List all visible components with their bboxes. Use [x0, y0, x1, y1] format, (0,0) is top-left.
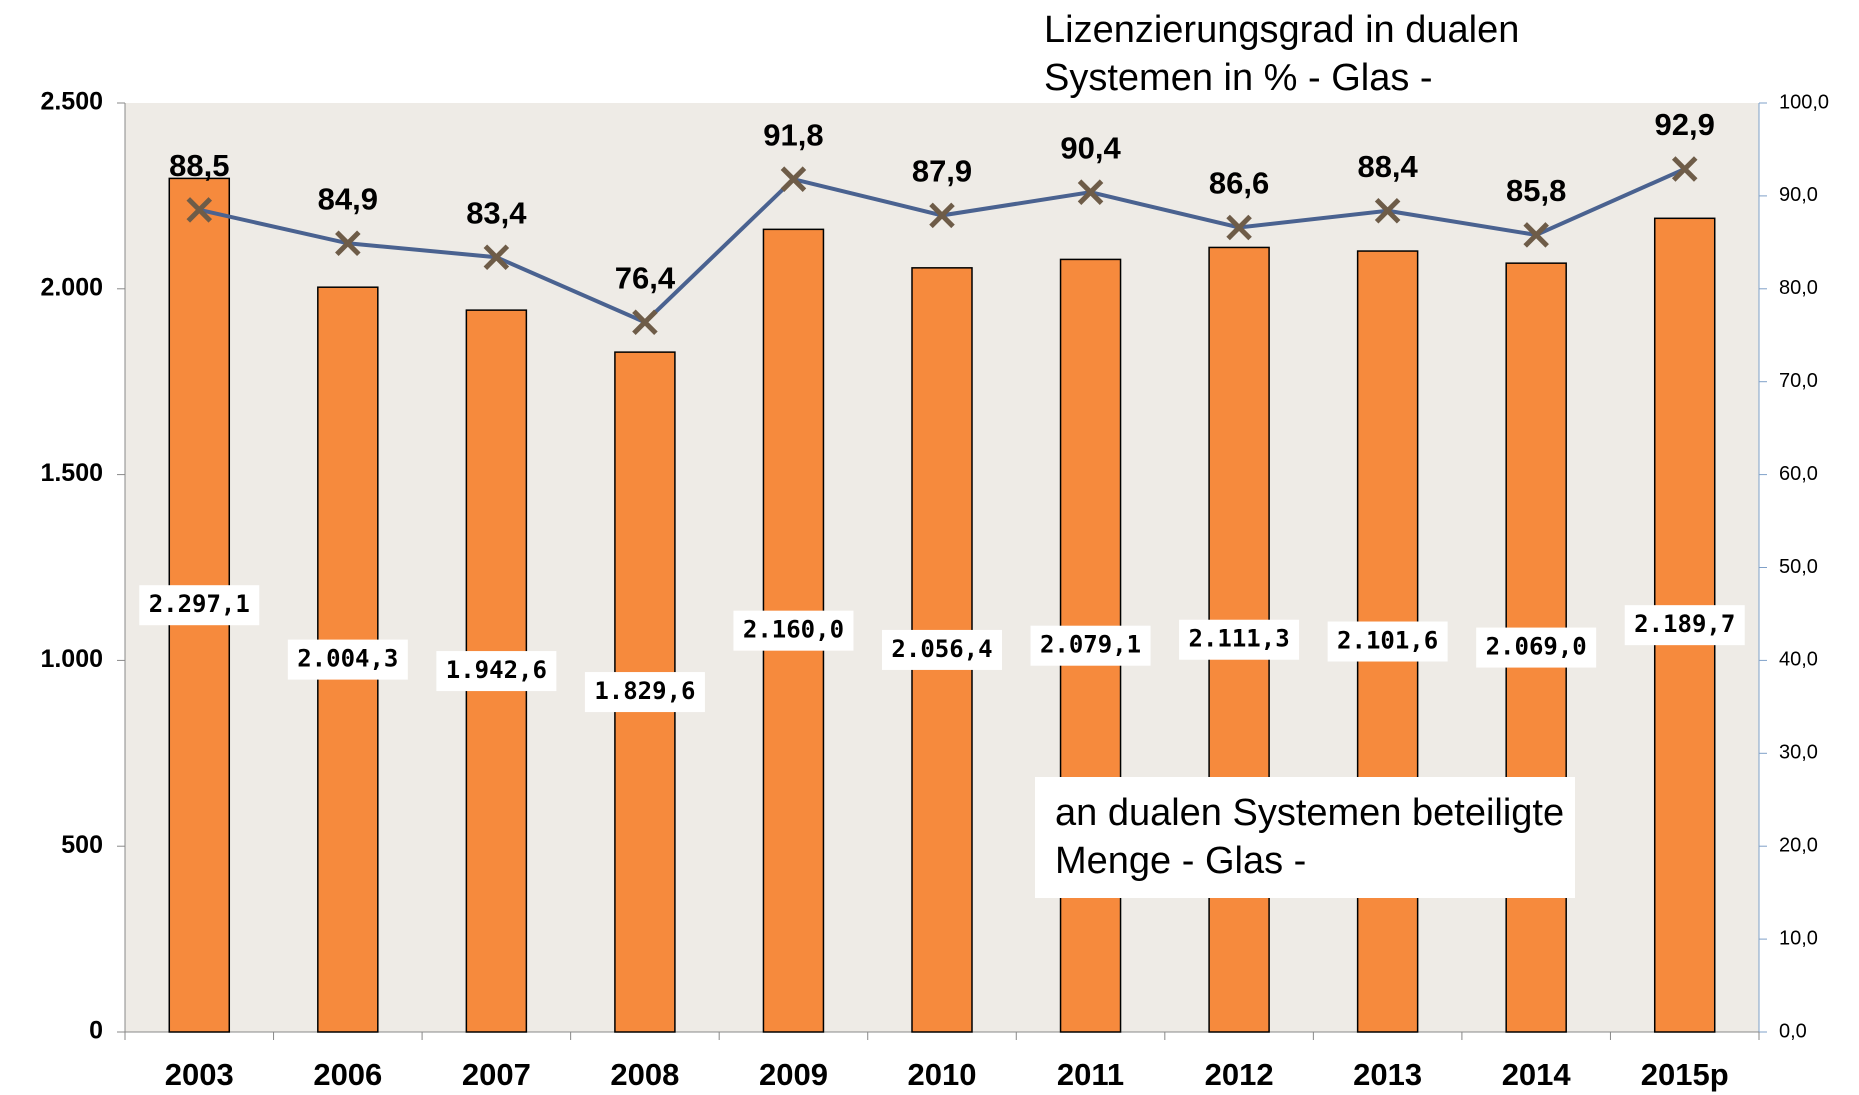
- bar-label-box: [139, 585, 260, 626]
- bar-label-box: [584, 672, 705, 713]
- bar-value-label: 2.111,3: [1189, 625, 1290, 653]
- x-tick-label: 2009: [759, 1057, 828, 1092]
- y2-tick-label: 90,0: [1779, 184, 1818, 206]
- bar-value-label: 2.069,0: [1486, 633, 1587, 661]
- y-tick-label: 500: [61, 831, 103, 859]
- y2-tick-label: 50,0: [1779, 556, 1818, 578]
- y-tick-label: 0: [89, 1017, 103, 1045]
- bar-label-box: [1476, 627, 1597, 668]
- y2-tick-label: 80,0: [1779, 277, 1818, 299]
- marker: [335, 230, 361, 257]
- x-tick-label: 2015p: [1641, 1057, 1729, 1092]
- marker: [186, 197, 213, 223]
- marker: [1077, 179, 1104, 205]
- y-tick-label: 2.000: [40, 273, 103, 301]
- line-value-label: 92,9: [1655, 107, 1715, 142]
- y2-tick-label: 60,0: [1779, 463, 1818, 485]
- marker: [632, 309, 658, 336]
- y2-tick-label: 30,0: [1779, 742, 1818, 764]
- marker: [1671, 156, 1698, 182]
- bar-label-box: [1327, 621, 1448, 662]
- bar-value-label: 2.079,1: [1040, 631, 1141, 659]
- y2-tick-label: 20,0: [1779, 834, 1818, 856]
- bar-label-box: [733, 610, 854, 651]
- bar-label-box: [436, 651, 557, 692]
- x-tick-label: 2011: [1057, 1057, 1124, 1092]
- bar-label-box: [1179, 619, 1300, 660]
- line-value-label: 85,8: [1506, 173, 1566, 208]
- bar-value-label: 2.189,7: [1634, 610, 1735, 638]
- bar-value-label: 1.829,6: [594, 677, 695, 705]
- x-tick-label: 2008: [610, 1057, 679, 1092]
- line-value-label: 91,8: [763, 117, 823, 152]
- bar-label-box: [882, 629, 1002, 670]
- bar-value-label: 2.160,0: [743, 616, 844, 644]
- x-tick-label: 2006: [313, 1057, 382, 1092]
- y2-tick-label: 10,0: [1779, 927, 1818, 949]
- y-tick-label: 1.500: [40, 459, 103, 487]
- marker: [780, 166, 807, 192]
- line-value-label: 76,4: [615, 260, 676, 295]
- marker: [1226, 214, 1252, 241]
- x-tick-label: 2007: [462, 1057, 531, 1092]
- bar-value-label: 2.101,6: [1337, 627, 1438, 655]
- x-tick-label: 2014: [1502, 1057, 1572, 1092]
- marker: [929, 202, 955, 229]
- legend-bar: an dualen Systemen beteiligte Menge - Gl…: [1035, 777, 1575, 898]
- y2-tick-label: 70,0: [1779, 370, 1818, 392]
- legend-line: Lizenzierungsgrad in dualen Systemen in …: [1044, 9, 1520, 99]
- y2-tick-label: 0,0: [1779, 1020, 1807, 1042]
- x-tick-label: 2012: [1205, 1057, 1274, 1092]
- line-value-label: 88,5: [169, 148, 229, 183]
- line-value-label: 88,4: [1357, 149, 1418, 184]
- y-tick-label: 2.500: [40, 88, 103, 116]
- y2-tick-label: 100,0: [1779, 91, 1829, 113]
- bar-value-label: 2.004,3: [297, 645, 398, 673]
- marker: [1374, 197, 1401, 224]
- y-tick-label: 1.000: [40, 645, 103, 673]
- bar-label-box: [1030, 625, 1151, 666]
- line-value-label: 86,6: [1209, 166, 1269, 201]
- bar-value-label: 1.942,6: [446, 656, 547, 684]
- line-value-label: 90,4: [1060, 130, 1121, 165]
- y2-tick-label: 40,0: [1779, 649, 1818, 671]
- marker: [483, 244, 510, 270]
- line-value-label: 87,9: [912, 154, 972, 189]
- marker: [1523, 222, 1549, 248]
- bar-label-box: [287, 639, 408, 680]
- x-tick-label: 2010: [908, 1057, 977, 1092]
- line-value-label: 84,9: [318, 181, 378, 216]
- bar-value-label: 2.297,1: [149, 590, 250, 618]
- line-value-label: 83,4: [466, 195, 527, 230]
- bar-label-box: [1624, 605, 1745, 646]
- x-tick-label: 2003: [165, 1057, 234, 1092]
- bar-value-label: 2.056,4: [891, 635, 992, 663]
- x-tick-label: 2013: [1353, 1057, 1422, 1092]
